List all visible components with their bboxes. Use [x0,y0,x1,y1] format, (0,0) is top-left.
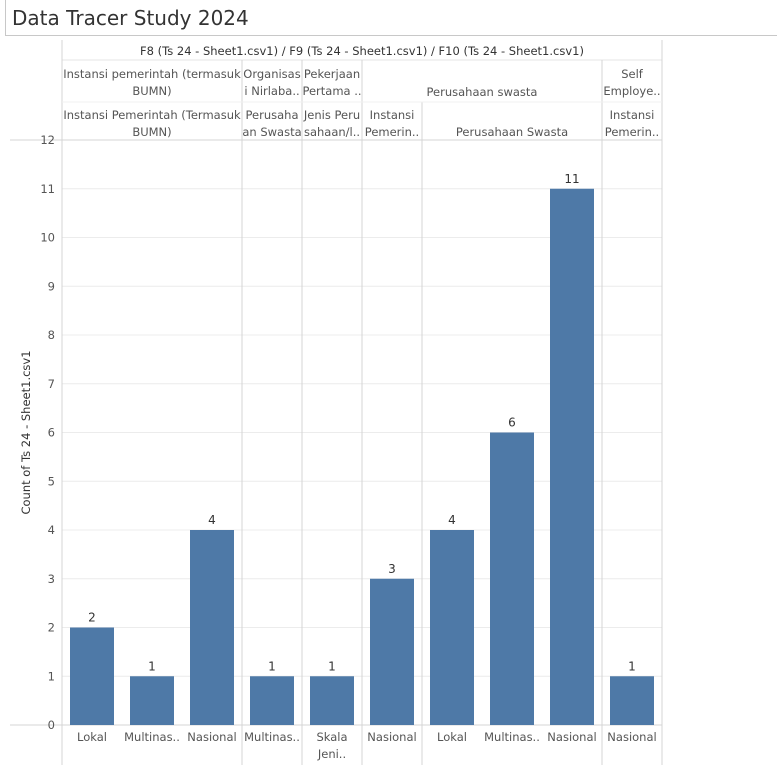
bar [310,676,354,725]
level1-header-label: Instansi pemerintah (termasuk [63,67,241,81]
y-tick-label: 12 [40,133,55,147]
x-tick-label: Skala [316,730,347,744]
level2-header-label: Pemerin.. [605,125,659,139]
data-label: 4 [448,513,456,527]
level2-header-label: an Swasta [242,125,301,139]
y-axis-label: Count of Ts 24 - Sheet1.csv1 [19,350,33,514]
dashboard-title: Data Tracer Study 2024 [12,6,249,30]
y-tick-label: 4 [48,523,55,537]
x-tick-label: Multinas.. [484,730,540,744]
y-tick-label: 5 [48,474,55,488]
x-tick-label: Jeni.. [317,747,346,761]
header-title: F8 (Ts 24 - Sheet1.csv1) / F9 (Ts 24 - S… [140,44,584,58]
level2-header-label: Jenis Peru [303,108,360,122]
level1-header-label: Perusahaan swasta [427,85,538,99]
data-label: 1 [148,659,156,673]
level2-header-label: Instansi [370,108,415,122]
y-tick-label: 10 [40,231,55,245]
data-label: 1 [628,659,636,673]
y-tick-label: 9 [48,279,55,293]
dashboard-title-bar: Data Tracer Study 2024 [5,0,777,36]
x-tick-label: Nasional [367,730,416,744]
y-tick-label: 0 [48,718,55,732]
x-tick-label: Lokal [437,730,467,744]
level1-header-label: Organisas [243,67,300,81]
level1-header-label: BUMN) [132,84,171,98]
level1-header-label: Employe.. [603,84,660,98]
x-tick-label: Nasional [607,730,656,744]
data-label: 3 [388,562,396,576]
data-label: 1 [268,659,276,673]
bar [430,530,474,725]
bar [250,676,294,725]
data-label: 2 [88,611,96,625]
data-label: 6 [508,416,516,430]
bar [370,578,414,725]
level2-header-label: Instansi [610,108,655,122]
y-tick-label: 6 [48,426,55,440]
y-tick-label: 2 [48,621,55,635]
data-label: 11 [564,172,579,186]
x-tick-label: Multinas.. [124,730,180,744]
data-label: 1 [328,659,336,673]
bar [550,188,594,725]
level2-header-label: sahaan/l.. [304,125,360,139]
level2-header-label: Perusahaan Swasta [456,125,568,139]
x-tick-label: Multinas.. [244,730,300,744]
level1-header-label: i Nirlaba.. [244,84,299,98]
bar [490,432,534,725]
level2-header-label: Pemerin.. [365,125,419,139]
bar [190,530,234,725]
bar [130,676,174,725]
level1-header-label: Pertama .. [302,84,361,98]
x-tick-label: Nasional [187,730,236,744]
y-tick-label: 7 [48,377,55,391]
bar [70,627,114,725]
data-label: 4 [208,513,216,527]
x-tick-label: Nasional [547,730,596,744]
level2-header-label: BUMN) [132,125,171,139]
level1-header-label: Self [621,67,644,81]
level2-header-label: Perusaha [246,108,299,122]
y-tick-label: 8 [48,328,55,342]
x-tick-label: Lokal [77,730,107,744]
y-tick-label: 3 [48,572,55,586]
y-tick-label: 1 [48,669,55,683]
bar [610,676,654,725]
level1-header-label: Pekerjaan [304,67,360,81]
y-tick-label: 11 [40,182,55,196]
level2-header-label: Instansi Pemerintah (Termasuk [63,108,241,122]
